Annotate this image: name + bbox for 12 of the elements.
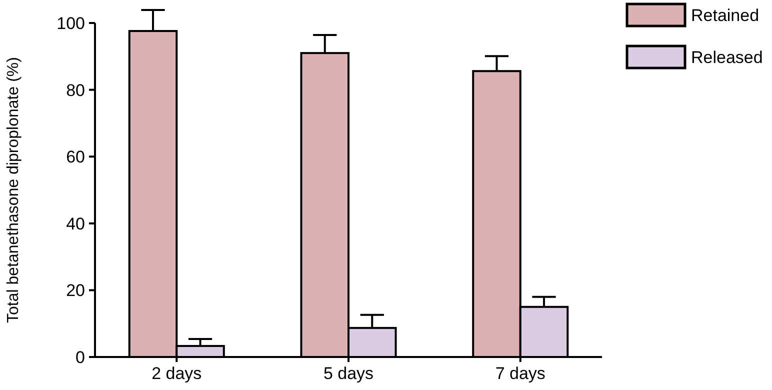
y-tick-label: 0 (76, 348, 85, 367)
legend-label: Released (691, 48, 763, 67)
y-tick-label: 60 (66, 148, 85, 167)
y-tick-label: 100 (56, 14, 85, 33)
legend-label: Retained (691, 6, 760, 25)
y-tick-label: 80 (66, 80, 85, 100)
y-tick-label: 20 (66, 281, 85, 300)
x-tick-label: 2 days (152, 364, 202, 383)
x-tick-label: 5 days (323, 364, 374, 383)
y-tick-label: 40 (66, 214, 85, 234)
x-tick-label: 7 days (495, 364, 546, 383)
y-axis-title: Total betanethasone diproplonate (%) (5, 57, 22, 323)
